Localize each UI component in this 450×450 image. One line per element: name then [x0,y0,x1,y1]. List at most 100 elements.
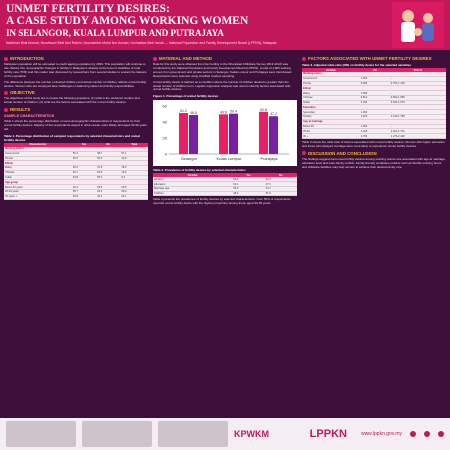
table-header: 95% CI [389,68,446,72]
table-cell: 9.2 [120,175,148,181]
table-cell: 53.9 [71,194,97,200]
bar-chart-svg: 0 20 40 60 51.2 48.8 Selangor 49.6 50.4 Kuala Lum… [163,104,289,161]
table-cell: 0.751-1.146 [389,81,446,87]
table-group-label: Working sector [4,146,148,152]
table-row: Malay 1.000- [302,90,446,96]
section-title: INTRODUCTION [10,56,44,61]
table-row: Malay 52.4 47.6 78.2 [4,165,148,171]
data-label: 52.8 [260,108,267,112]
bullet-icon [302,56,306,61]
table-cell: 1.000 [359,124,390,130]
table-cell: 47.6 [96,165,121,171]
table-row: Indian 0.764 0.541-1.079 [302,100,446,106]
data-label: 49.6 [220,111,227,115]
methods-paragraph-2: Unmet fertility desire is defined as a c… [153,79,291,92]
x-tick-label: Selangor [181,156,198,161]
table-row: Working 50.6 49.4 [153,177,297,183]
lppkn-logo: LPPKN [309,428,347,440]
table-row: Government 51.3 48.7 57.1 [4,151,148,157]
table-group-label: Ethnic [4,160,148,167]
table-row: Age group [4,179,148,186]
table-cell: Children [153,191,233,197]
table-2: Variable Yes No Working 50.6 49.4 Education… [153,173,297,197]
table-cell: - [389,90,446,96]
table-cell: Tertiary [302,114,360,120]
table-cell: 0.764 [359,100,390,106]
intro-paragraph: Malaysian population will be estimated t… [4,62,147,78]
table-cell: 0.602-1.095 [389,95,446,101]
bar [269,116,278,155]
column-middle: MATERIAL AND METHOD Data for this study … [153,54,297,414]
facebook-icon[interactable] [410,431,416,437]
table-row: Tertiary 1.423 1.132-1.789 [302,114,446,120]
table-row: 30-39 years 56.7 43.3 50.4 [4,189,148,195]
kpwkm-logo: KPWKM [234,429,269,439]
table3-caption: Table 3. Adjusted odds ratio (OR) on fer… [302,63,412,67]
x-tick-label: Putrajaya [261,156,279,161]
table-cell: Government [4,151,72,157]
table-cell: Marriage age [153,186,233,192]
table-cell: 50.5 [96,156,121,162]
table-cell: 51.3 [71,151,97,157]
intro-paragraph-2: The difference between the number of des… [4,79,147,88]
table-cell: 36.2 [71,184,97,190]
table-header: No [96,142,121,147]
table-row: Children 48.2 51.8 [153,191,297,197]
content-columns: INTRODUCTION Malaysian population will b… [4,54,446,414]
poster-footer: KPWKM LPPKN www.lppkn.gov.my [0,418,450,450]
table-cell: 49.5 [71,156,97,162]
table2-caption: Table 2. Prevalence of fertility desires… [153,168,246,173]
table-cell: 0.928 [359,81,390,87]
table-cell: Education [153,181,233,187]
table-cell: 1.270-2.428 [389,133,446,139]
table-group-label: Ethnic [302,85,446,92]
table-row: 30 +1.756 1.270-2.428 [302,133,446,139]
section-title: RESULTS [10,107,31,113]
twitter-icon[interactable] [424,431,430,437]
table-cell: 55.2 [96,175,121,181]
website-link[interactable]: www.lppkn.gov.my [360,431,402,437]
table1-caption: Table 1. Percentage distribution of samp… [4,133,140,142]
table-header: Characteristic [4,142,72,147]
bar-chart: 0 20 40 60 51.2 48.8 Selangor 49.6 50.4 Kuala Lum… [153,100,297,167]
table-group-label: Age group [4,179,148,186]
table-cell: 49.4 [264,177,297,183]
y-tick-label: 40 [163,120,168,125]
table-cell: Indian [302,100,360,106]
table-row: Below 30 years 36.2 63.8 25.5 [4,184,148,190]
section-title: FACTORS ASSOCIATED WITH UNMET FERTILITY … [308,56,432,61]
table-cell: 46.1 [96,194,121,200]
table-row: Private 0.928 0.751-1.146 [302,81,446,87]
table-row: Secondary 1.000- [302,109,446,116]
table-cell: 44.8 [71,175,97,181]
table-cell: 44.7 [264,186,297,192]
table-cell: 55.3 [232,186,265,192]
table-cell: 57.1 [120,151,148,157]
table-cell: 30 + [302,133,360,139]
instagram-icon[interactable] [438,431,444,437]
table-header: No [264,173,297,178]
table-row: Government 1.000- [302,76,446,82]
column-right: FACTORS ASSOCIATED WITH UNMET FERTILITY … [302,54,446,414]
table-row: Education 52.1 47.9 [153,181,297,187]
bar [189,115,198,155]
table-cell: Working [153,177,233,183]
table-row: Education [302,104,446,111]
section-heading-discussion: DISCUSSION AND CONCLUSION [302,151,446,156]
table-cell: 47.9 [264,181,297,187]
table-cell: 43.3 [96,189,121,195]
section-heading-methods: MATERIAL AND METHOD [153,56,297,61]
table-cell: Chinese [4,170,72,176]
section-heading-objective: OBJECTIVE [4,90,148,95]
table-header: Variable [153,173,233,178]
table-cell: 63.8 [96,184,121,190]
title-line-1: UNMET FERTILITY DESIRES: [6,3,170,15]
table-cell: Below 25 [302,124,360,130]
table-cell: 56.7 [71,189,97,195]
poster-header: UNMET FERTILITY DESIRES: A CASE STUDY AM… [0,0,450,50]
table-cell: 25.5 [120,184,148,190]
bar [229,114,238,155]
table-cell: Private [302,81,360,87]
y-tick-label: 0 [165,152,168,157]
